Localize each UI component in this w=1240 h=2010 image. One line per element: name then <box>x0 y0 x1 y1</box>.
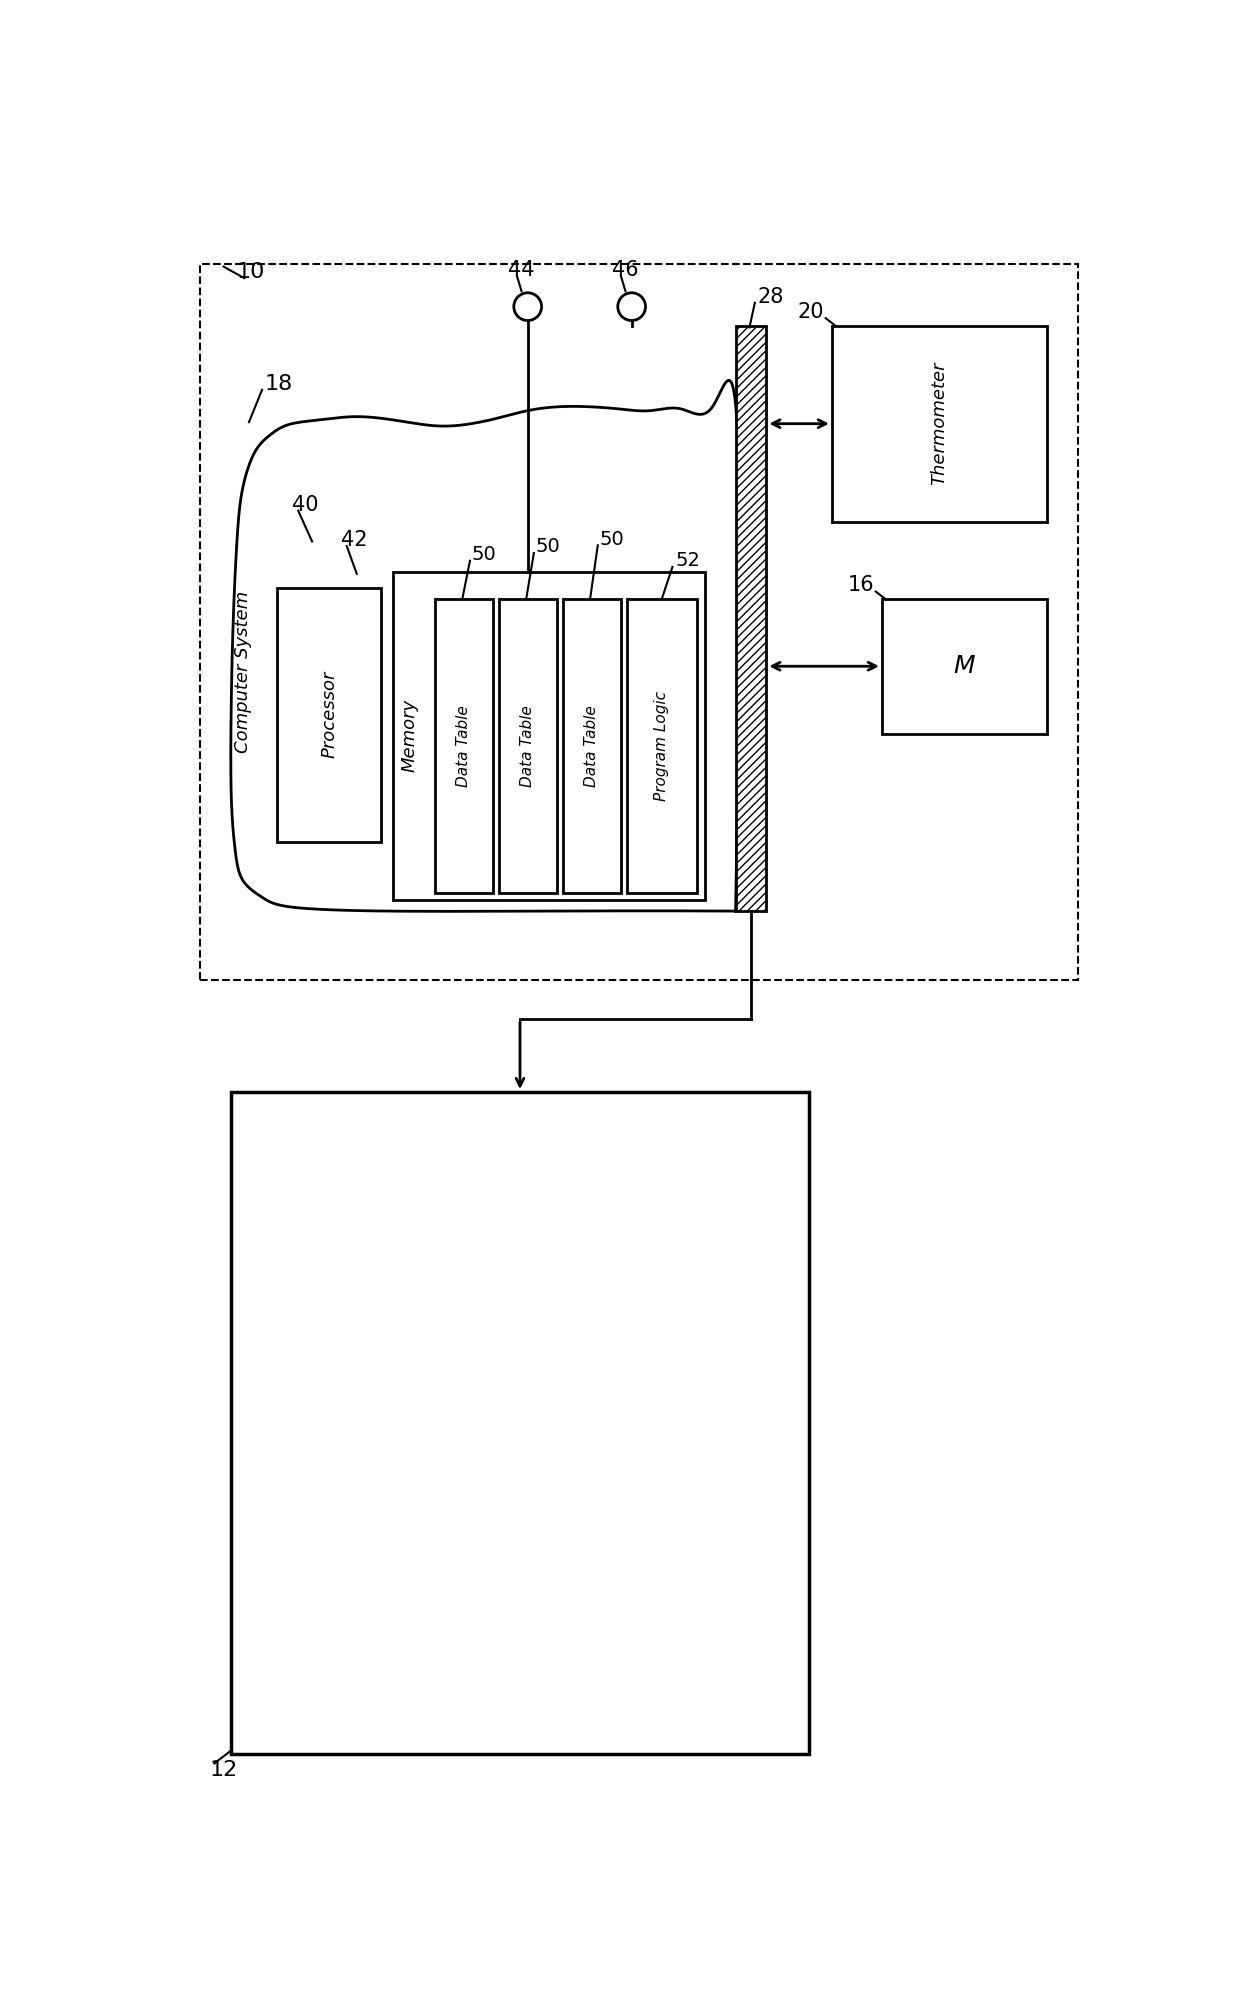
Bar <box>627 599 697 892</box>
Text: 50: 50 <box>536 537 560 557</box>
Text: 50: 50 <box>599 531 624 549</box>
Bar <box>393 573 704 900</box>
Text: 44: 44 <box>508 259 534 279</box>
Text: 46: 46 <box>613 259 639 279</box>
Bar <box>435 599 494 892</box>
Text: Processor: Processor <box>320 671 339 758</box>
Bar <box>735 326 766 911</box>
Text: 16: 16 <box>848 575 874 595</box>
Polygon shape <box>231 380 739 911</box>
Bar <box>201 263 1079 981</box>
Bar <box>563 599 621 892</box>
Text: Program Logic: Program Logic <box>655 691 670 802</box>
Text: Data Table: Data Table <box>584 706 599 788</box>
Text: 12: 12 <box>210 1759 238 1779</box>
Bar <box>882 599 1048 734</box>
Text: 42: 42 <box>341 531 368 551</box>
Circle shape <box>618 293 646 320</box>
Text: 10: 10 <box>237 261 265 281</box>
Text: Computer System: Computer System <box>234 591 252 754</box>
Text: 18: 18 <box>264 374 293 394</box>
Text: 40: 40 <box>293 494 319 515</box>
Bar <box>500 599 557 892</box>
Text: 20: 20 <box>797 302 825 322</box>
Circle shape <box>513 293 542 320</box>
Text: Data Table: Data Table <box>521 706 536 788</box>
Bar <box>231 1091 808 1755</box>
Text: 52: 52 <box>676 551 701 571</box>
Text: M: M <box>954 653 975 677</box>
Bar <box>832 326 1048 523</box>
Bar <box>278 587 382 842</box>
Text: Memory: Memory <box>401 699 419 772</box>
Text: 28: 28 <box>758 287 784 308</box>
Text: 50: 50 <box>471 545 496 565</box>
Text: Data Table: Data Table <box>456 706 471 788</box>
Text: Thermometer: Thermometer <box>931 362 949 486</box>
